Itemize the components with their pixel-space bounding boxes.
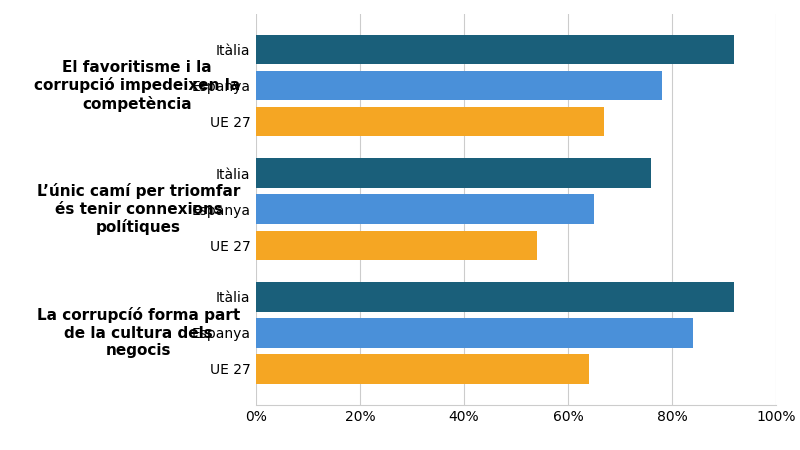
Bar xyxy=(256,354,589,384)
Bar xyxy=(256,71,662,100)
Text: El favoritisme i la
corrupció impedeixen la
competència: El favoritisme i la corrupció impedeixen… xyxy=(34,59,240,112)
Text: La corrupcíó forma part
de la cultura dels
negocis: La corrupcíó forma part de la cultura de… xyxy=(37,307,240,358)
Bar xyxy=(256,107,605,136)
Bar xyxy=(256,194,594,224)
Bar xyxy=(256,35,734,64)
Text: L’únic camí per triomfar
és tenir connexions
polítiques: L’únic camí per triomfar és tenir connex… xyxy=(37,183,240,235)
Bar xyxy=(256,318,693,348)
Bar xyxy=(256,230,537,260)
Bar xyxy=(256,158,651,188)
Bar xyxy=(256,282,734,311)
